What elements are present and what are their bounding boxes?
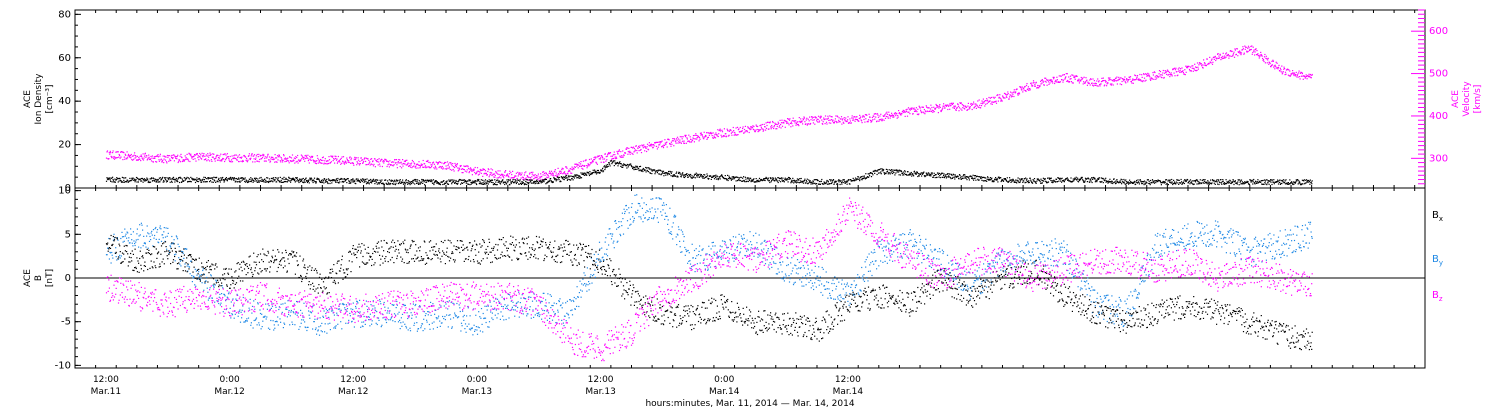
legend-item-bx: Bx [1432, 210, 1443, 223]
bottom-left-tick-label: -5 [61, 317, 71, 328]
top-right-tick-label: 400 [1429, 111, 1448, 122]
x-tick-time-label: 0:00 [467, 375, 487, 385]
top-left-tick-label: 0 [65, 183, 71, 194]
x-tick-time-label: 12:00 [835, 375, 861, 385]
top-right-axis-label-line: [km/s] [1473, 85, 1483, 114]
top-right-axis-label-line: ACE [1451, 90, 1461, 108]
legend-subscript: x [1439, 215, 1443, 223]
top-right-axis: 300 400 500 600 [1411, 9, 1448, 188]
x-tick-time-label: 12:00 [93, 375, 119, 385]
top-left-axis-label: ACE Ion Density [cm⁻³] [23, 73, 55, 125]
bottom-left-tick-label: -10 [55, 360, 71, 371]
legend-item-by: By [1432, 254, 1443, 267]
x-tick-date-label: Mar.12 [338, 387, 368, 397]
top-left-tick-label: 40 [58, 96, 71, 107]
bottom-left-ticks: -10 -5 0 5 10 [55, 186, 81, 371]
top-right-tick-label: 500 [1429, 69, 1448, 80]
bottom-left-tick-label: 10 [58, 186, 71, 197]
top-left-ticks: 0 20 40 60 80 [58, 9, 81, 194]
bottom-left-axis-label-line: ACE [23, 269, 33, 287]
bottom-left-tick-label: 5 [65, 229, 71, 240]
legend-subscript: z [1439, 295, 1443, 303]
legend-subscript: y [1439, 259, 1443, 267]
x-tick-date-label: Mar.13 [462, 387, 492, 397]
bz-series [105, 197, 1313, 362]
x-tick-time-label: 12:00 [588, 375, 614, 385]
x-tick-date-label: Mar.14 [833, 387, 864, 397]
x-tick-date-label: Mar.11 [91, 387, 121, 397]
bottom-left-axis-label-line: [nT] [45, 269, 55, 287]
x-tick-date-label: Mar.13 [585, 387, 615, 397]
top-left-axis-label-line: ACE [23, 90, 33, 108]
x-tick-date-label: Mar.14 [709, 387, 740, 397]
top-right-tick-label: 600 [1429, 26, 1448, 37]
density-series [105, 160, 1313, 186]
bottom-left-axis-label: ACE B [nT] [23, 269, 55, 287]
x-tick-date-label: Mar.12 [214, 387, 244, 397]
bottom-left-tick-label: 0 [65, 273, 71, 284]
top-left-tick-label: 60 [58, 53, 71, 64]
top-left-axis-label-line: Ion Density [34, 73, 44, 125]
top-left-tick-label: 20 [58, 140, 71, 151]
legend: Bx By Bz [1432, 210, 1443, 303]
top-right-axis-label-line: Velocity [1462, 81, 1472, 117]
x-tick-time-label: 0:00 [219, 375, 239, 385]
legend-item-bz: Bz [1432, 290, 1443, 303]
top-left-tick-label: 80 [58, 9, 71, 20]
x-tick-time-label: 0:00 [714, 375, 734, 385]
x-axis-label: hours:minutes, Mar. 11, 2014 — Mar. 14, … [645, 399, 854, 409]
top-left-axis-label-line: [cm⁻³] [45, 84, 55, 113]
top-right-tick-label: 300 [1429, 153, 1448, 164]
x-tick-time-label: 12:00 [340, 375, 366, 385]
bottom-left-axis-label-line: B [34, 275, 44, 281]
x-axis: 12:00 Mar.11 0:00 Mar.12 12:00 Mar.12 0:00 Mar.… [74, 10, 1416, 397]
top-right-axis-label: ACE Velocity [km/s] [1451, 81, 1483, 117]
top-panel-frame [74, 9, 1426, 189]
bx-series [105, 234, 1313, 351]
velocity-series [105, 45, 1313, 182]
